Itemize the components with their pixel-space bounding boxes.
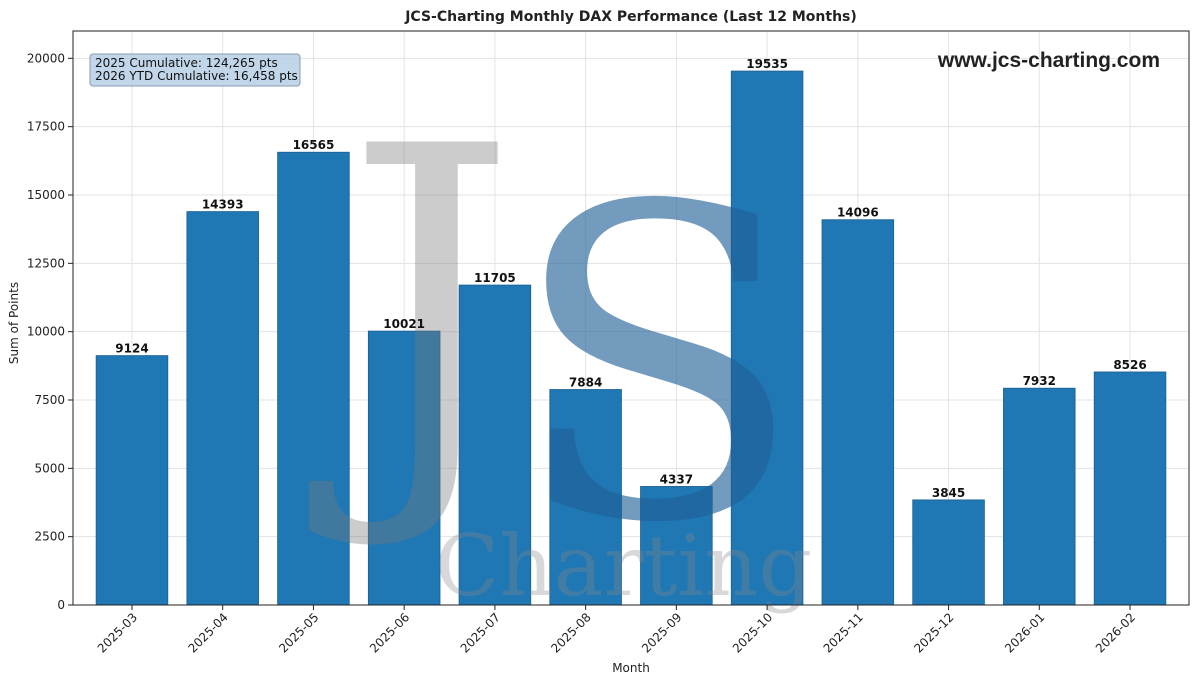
y-tick-label: 12500 <box>27 256 65 270</box>
bar-value-label: 10021 <box>383 317 425 331</box>
bar <box>277 151 350 606</box>
bar-value-label: 16565 <box>293 138 335 152</box>
plot-frame <box>72 30 1190 606</box>
bar-value-label: 14096 <box>837 206 879 220</box>
bar-value-label: 8526 <box>1113 358 1146 372</box>
y-tick-label: 7500 <box>34 393 65 407</box>
y-tick-label: 20000 <box>27 51 65 65</box>
bar <box>367 330 441 606</box>
bar-value-label: 9124 <box>115 342 148 356</box>
bar-value-label: 7932 <box>1023 374 1056 388</box>
y-tick-labels: 0 2500 5000 7500 10000 12500 15000 17500 20000 <box>27 51 65 612</box>
bar-value-label: 11705 <box>474 271 516 285</box>
bar <box>1003 387 1076 606</box>
bar <box>912 499 985 606</box>
bar <box>186 211 259 606</box>
y-tick-label: 10000 <box>27 325 65 339</box>
bar <box>549 389 622 606</box>
y-tick-label: 2500 <box>34 530 65 544</box>
watermark-charting-word: Charting <box>435 517 812 615</box>
bar-value-label: 4337 <box>660 472 693 486</box>
y-tick-label: 17500 <box>27 120 65 134</box>
x-axis-label: Month <box>612 661 650 675</box>
watermark-logo: J S Charting <box>305 57 812 617</box>
bars <box>95 70 1167 606</box>
y-tick-label: 15000 <box>27 188 65 202</box>
data-labels: 9124 14393 16565 10021 11705 7884 4337 19535 140… <box>115 57 1146 500</box>
watermark-letter-s: S <box>510 117 805 617</box>
axes <box>68 30 1190 610</box>
bar-value-label: 7884 <box>569 376 602 390</box>
y-tick-label: 0 <box>57 598 65 612</box>
bar-value-label: 3845 <box>932 486 965 500</box>
bar <box>95 355 169 606</box>
bar <box>821 219 895 606</box>
y-tick-label: 5000 <box>34 461 65 475</box>
bar <box>730 70 804 606</box>
summary-2026-ytd: 2026 YTD Cumulative: 16,458 pts <box>95 69 298 83</box>
bar <box>1093 371 1167 606</box>
summary-2025-cumulative: 2025 Cumulative: 124,265 pts <box>95 56 278 70</box>
bar-value-label: 14393 <box>202 198 244 212</box>
summary-box-background <box>89 53 301 87</box>
bar-value-label: 19535 <box>746 57 788 71</box>
y-axis-label: Sum of Points <box>7 282 21 364</box>
summary-box: 2025 Cumulative: 124,265 pts 2026 YTD Cu… <box>89 53 301 87</box>
bar <box>640 486 713 606</box>
chart-title: JCS-Charting Monthly DAX Performance (La… <box>404 9 857 25</box>
website-watermark: www.jcs-charting.com <box>937 49 1160 72</box>
bar <box>458 284 532 606</box>
